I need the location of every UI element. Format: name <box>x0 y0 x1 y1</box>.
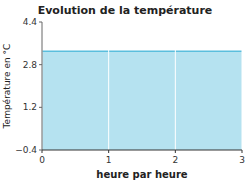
grid-line-x <box>242 22 243 150</box>
area-fill <box>42 51 242 150</box>
x-axis-label: heure par heure <box>96 169 187 180</box>
y-tick-label: 4.4 <box>23 17 38 27</box>
x-tick <box>175 150 176 153</box>
y-tick <box>39 107 42 108</box>
y-tick-label: 2.8 <box>23 60 38 70</box>
x-axis-line <box>42 150 242 151</box>
y-tick-label: −0.4 <box>15 145 37 155</box>
title: Evolution de la température <box>38 4 213 17</box>
x-tick-label: 3 <box>239 155 245 165</box>
y-tick <box>39 150 42 151</box>
y-tick <box>39 22 42 23</box>
grid-line-x <box>175 22 176 150</box>
y-axis-line <box>42 22 43 150</box>
grid-line-x <box>108 22 109 150</box>
plot-area <box>42 51 242 150</box>
y-tick <box>39 64 42 65</box>
x-tick <box>242 150 243 153</box>
x-tick-label: 2 <box>172 155 178 165</box>
x-tick-label: 0 <box>39 155 45 165</box>
chart-svg: 0 1 2 3 −0.4 1.2 2.8 4.4Evolution de la tempéra… <box>0 0 250 188</box>
grid-line-x <box>42 22 43 150</box>
y-axis-label: Température en °C <box>2 44 12 130</box>
y-tick-label: 1.2 <box>23 102 37 112</box>
chart-container: 0 1 2 3 −0.4 1.2 2.8 4.4Evolution de la tempéra… <box>0 0 250 188</box>
x-tick-label: 1 <box>106 155 112 165</box>
line <box>42 51 242 53</box>
x-tick <box>108 150 109 153</box>
